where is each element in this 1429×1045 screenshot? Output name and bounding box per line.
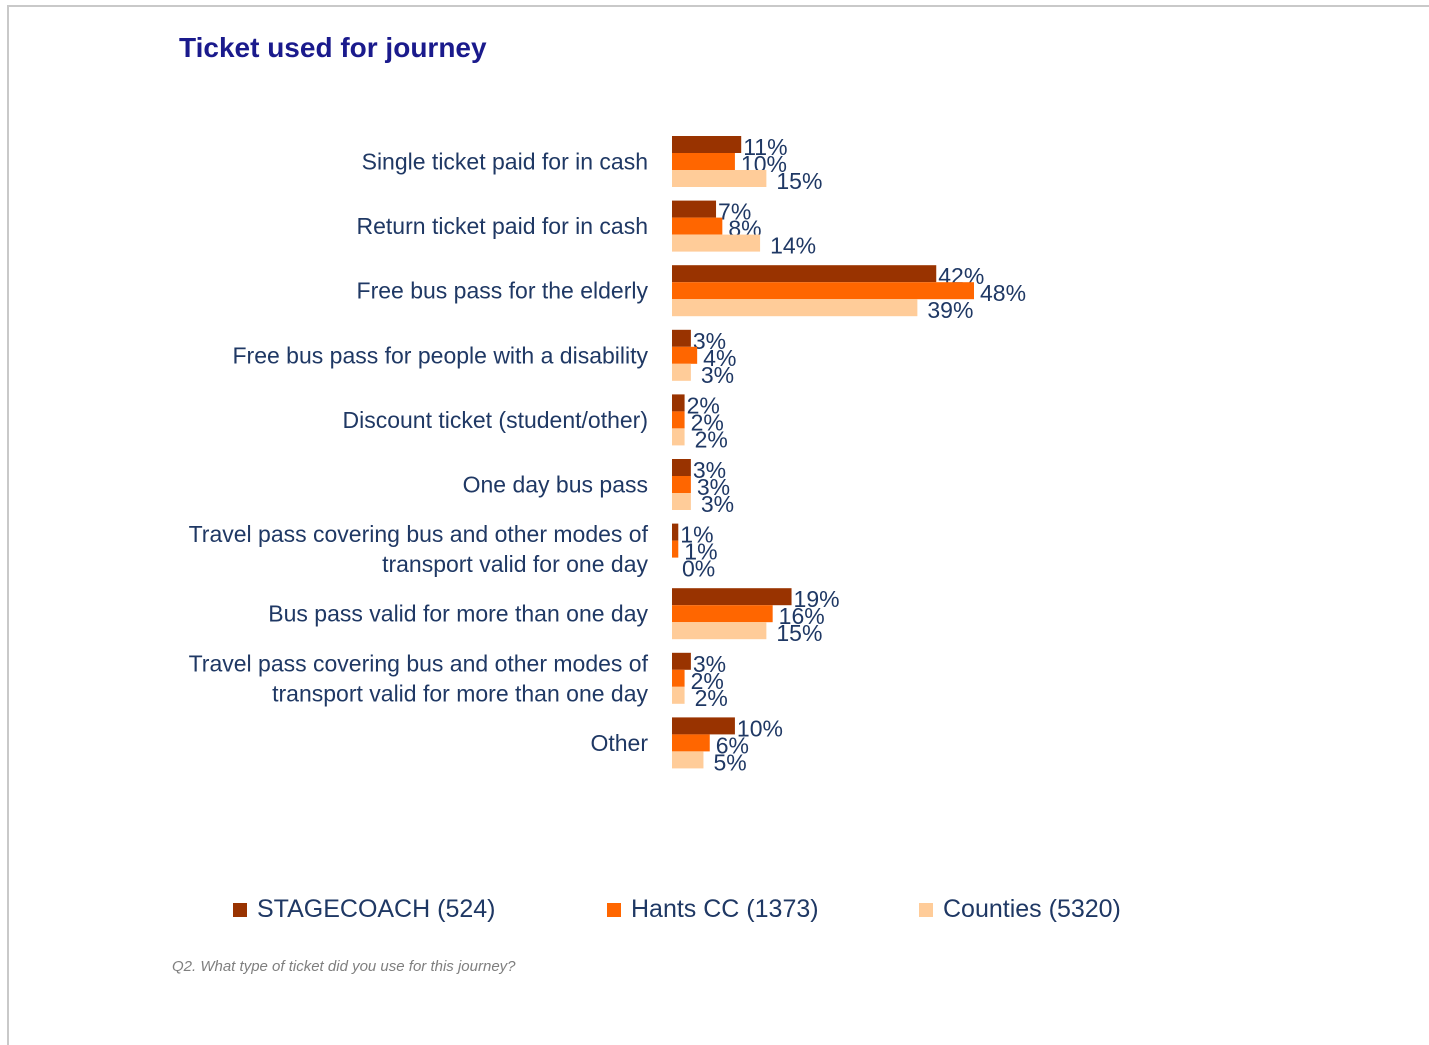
data-label: 15% [776, 168, 822, 194]
legend-item-stagecoach: STAGECOACH (524) [233, 895, 495, 924]
bar [672, 540, 679, 558]
category-label: One day bus pass [463, 472, 648, 498]
bar [672, 605, 773, 623]
data-label: 2% [687, 392, 720, 418]
bar [672, 363, 691, 381]
bar [672, 476, 691, 493]
bar [672, 588, 792, 606]
bar [672, 200, 717, 218]
data-label: 3% [693, 651, 726, 677]
data-label: 48% [980, 280, 1026, 306]
data-label: 16% [779, 603, 825, 629]
bar [672, 523, 679, 541]
data-label: 2% [691, 409, 724, 435]
data-label: 3% [693, 457, 726, 483]
data-label: 11% [743, 134, 787, 160]
data-label: 2% [695, 426, 728, 452]
data-label: 2% [695, 685, 728, 711]
category-label: Travel pass covering bus and other modes… [189, 650, 649, 676]
category-label: Discount ticket (student/other) [342, 407, 648, 433]
bar [672, 652, 691, 670]
bar [672, 136, 742, 153]
bar [672, 459, 691, 476]
category-label: transport valid for one day [382, 551, 648, 577]
bar-chart: Single ticket paid for in cash 11% 10% 15% R… [189, 134, 1026, 775]
bar [672, 217, 723, 235]
bar [672, 669, 685, 687]
data-label: 39% [927, 297, 973, 323]
legend-item-counties: Counties (5320) [919, 895, 1121, 924]
bar [672, 686, 685, 704]
bar [672, 751, 704, 769]
data-label: 7% [718, 199, 751, 225]
category-label: Single ticket paid for in cash [362, 149, 648, 175]
bar [672, 394, 685, 412]
data-label: 14% [770, 233, 816, 259]
data-label: 4% [703, 345, 736, 371]
category-label: transport valid for more than one day [272, 680, 648, 706]
data-label: 5% [713, 749, 746, 775]
category-label: Bus pass valid for more than one day [268, 601, 648, 627]
legend-item-hants: Hants CC (1373) [607, 895, 819, 924]
category-label: Return ticket paid for in cash [357, 213, 648, 239]
data-label: 2% [691, 668, 724, 694]
data-label: 6% [716, 732, 749, 758]
data-label: 1% [680, 522, 713, 548]
bar [672, 622, 767, 640]
bar [672, 329, 691, 347]
bar [672, 299, 918, 317]
legend-label-stagecoach: STAGECOACH (524) [257, 895, 496, 923]
data-label: 3% [701, 491, 734, 517]
legend-label-hants: Hants CC (1373) [631, 895, 819, 923]
data-label: 0% [682, 556, 715, 582]
legend-swatch-stagecoach [233, 902, 247, 917]
legend: STAGECOACH (524) Hants CC (1373) Countie… [0, 895, 1429, 927]
bar [672, 282, 974, 300]
bar [672, 153, 735, 170]
footnote: Q2. What type of ticket did you use for … [172, 958, 516, 975]
chart-frame [7, 5, 1429, 1045]
legend-swatch-counties [919, 902, 933, 917]
legend-swatch-hants [607, 902, 621, 917]
data-label: 1% [684, 539, 717, 565]
bar [672, 265, 937, 283]
category-label: Free bus pass for people with a disabili… [233, 342, 649, 368]
bar [672, 346, 698, 364]
data-label: 3% [701, 362, 734, 388]
bar [672, 717, 735, 735]
data-label: 10% [737, 715, 783, 741]
chart-title: Ticket used for journey [179, 32, 487, 63]
bar [672, 170, 767, 187]
data-label: 15% [776, 620, 822, 646]
bar [672, 234, 761, 252]
legend-label-counties: Counties (5320) [943, 895, 1121, 923]
category-label: Other [590, 730, 648, 756]
bar [672, 428, 685, 446]
data-label: 19% [794, 586, 840, 612]
bar [672, 411, 685, 429]
data-label: 3% [693, 328, 726, 354]
data-label: 3% [697, 474, 730, 500]
category-label: Free bus pass for the elderly [357, 278, 649, 304]
category-label: Travel pass covering bus and other modes… [189, 521, 649, 547]
bar [672, 734, 710, 752]
bar [672, 493, 691, 510]
